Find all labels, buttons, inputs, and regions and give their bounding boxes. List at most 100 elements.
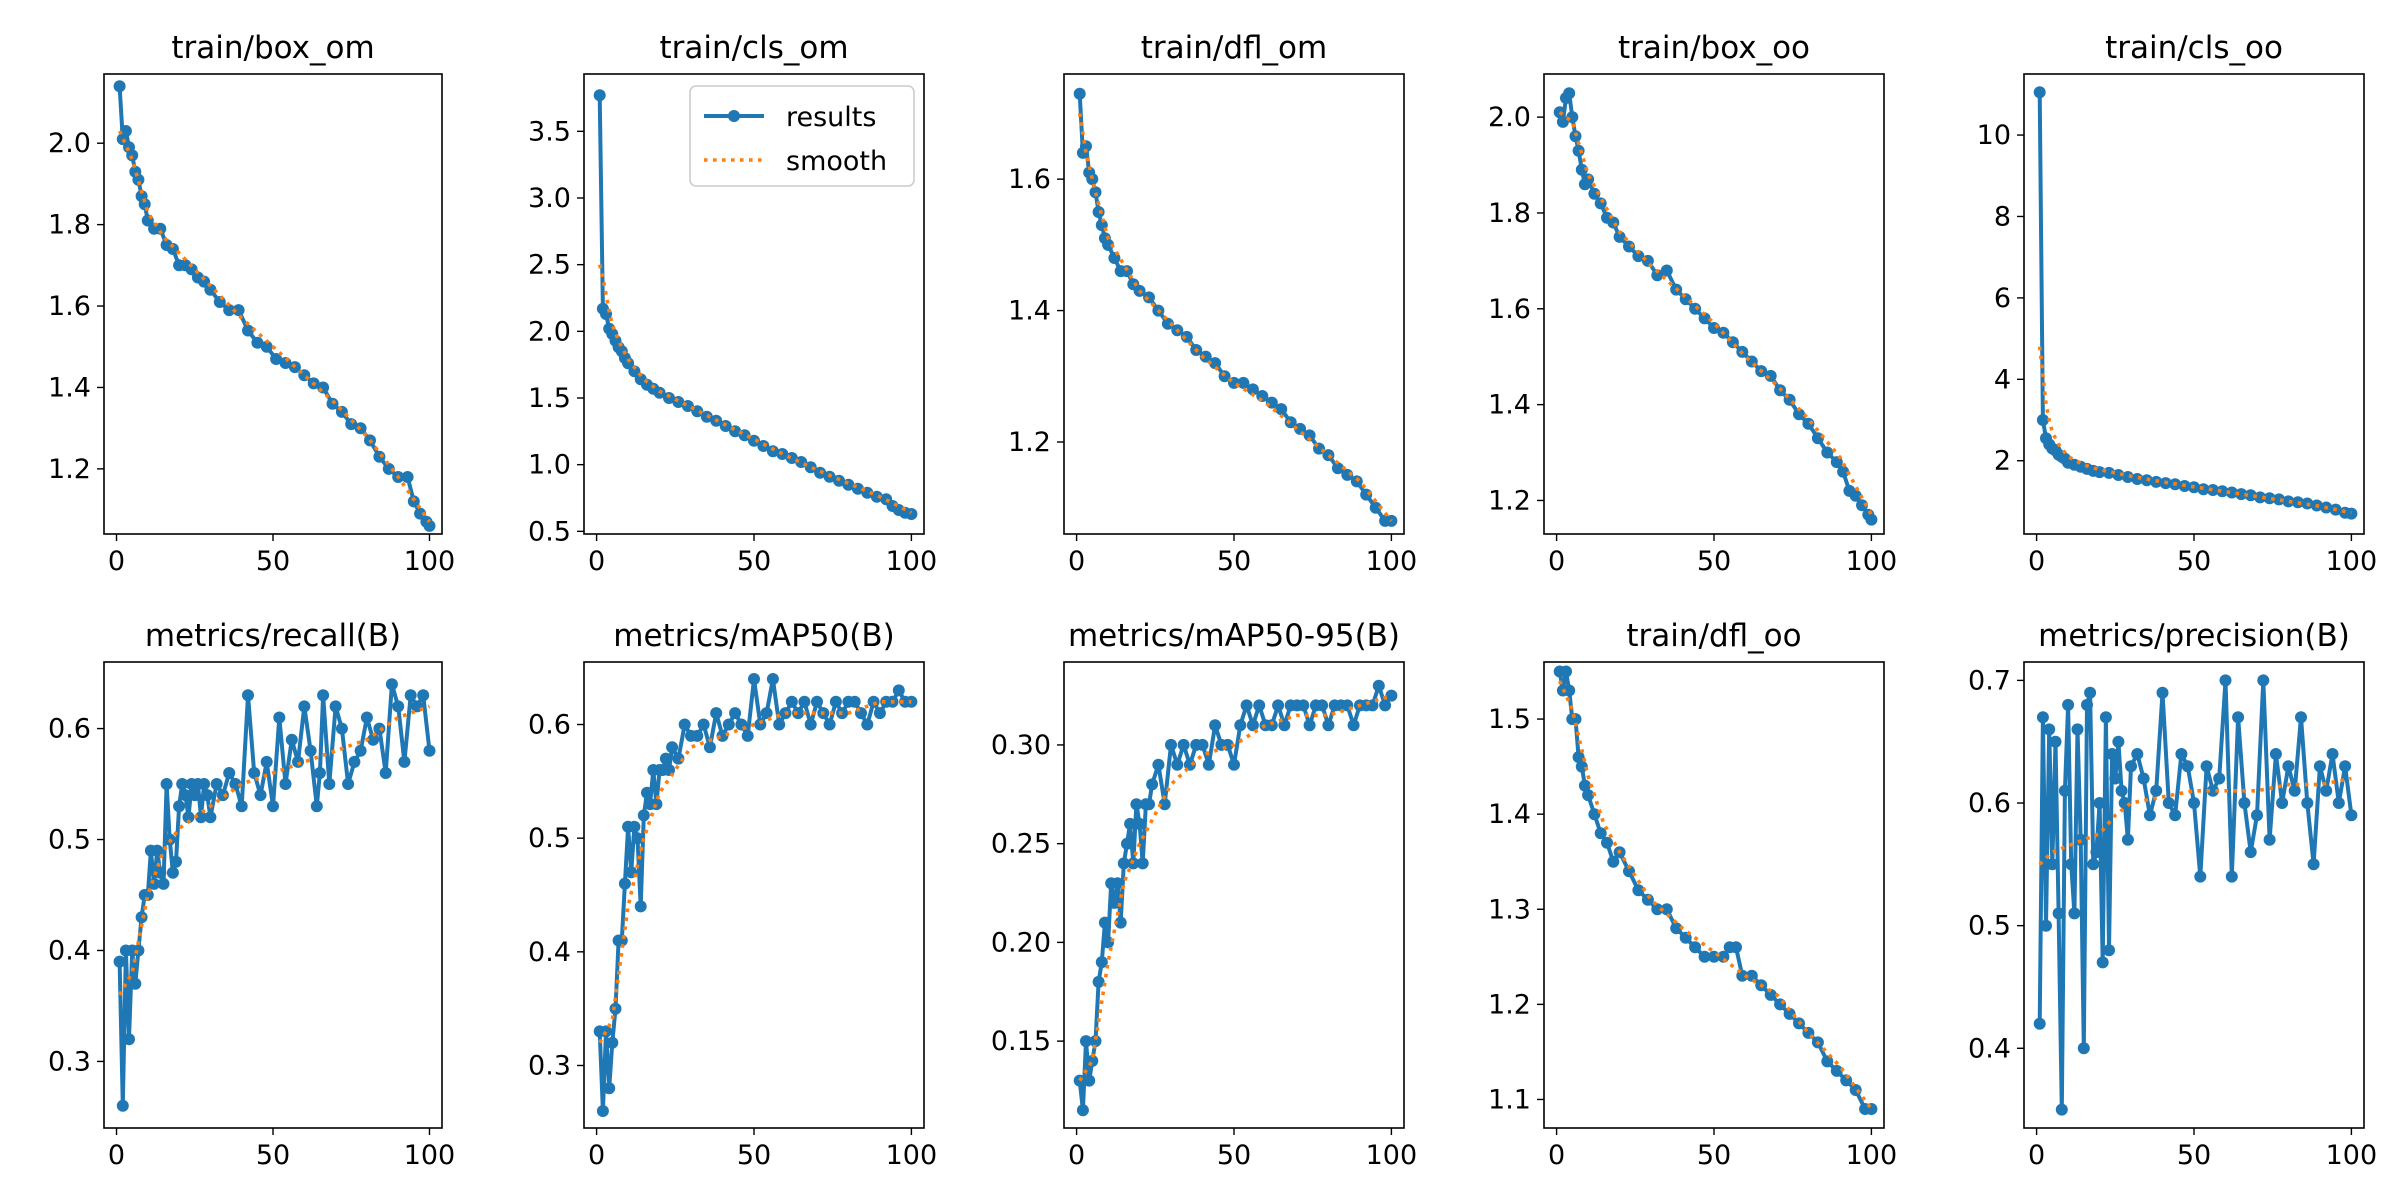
data-point: [1730, 941, 1742, 954]
data-point: [285, 733, 298, 746]
x-tick-label: 0: [1068, 546, 1085, 577]
y-tick-label: 1.2: [1488, 989, 1531, 1020]
data-point: [1582, 789, 1595, 802]
data-point: [1297, 699, 1310, 712]
data-point: [1560, 665, 1572, 678]
data-point: [892, 684, 905, 697]
data-point: [317, 381, 330, 394]
data-point: [1556, 115, 1569, 128]
y-tick-label: 1.0: [528, 450, 571, 481]
subplot-title: metrics/recall(B): [145, 618, 401, 654]
data-point: [634, 900, 647, 913]
data-point: [2257, 674, 2270, 687]
data-point: [1821, 446, 1834, 459]
data-point: [310, 800, 323, 813]
data-point: [710, 707, 723, 720]
data-point: [1347, 719, 1360, 732]
data-point: [2326, 748, 2339, 760]
data-point: [2036, 711, 2049, 724]
subplot-6: metrics/recall(B) 0 50 100 0.3 0.4 0.5 0.6: [48, 618, 455, 1171]
y-tick-label: 1.5: [1488, 704, 1531, 735]
data-point: [385, 678, 398, 691]
data-point: [323, 778, 336, 790]
data-point: [154, 866, 167, 879]
data-point: [1218, 370, 1231, 383]
data-point: [182, 811, 195, 824]
data-point: [1856, 499, 1868, 512]
y-tick-label: 1.4: [48, 372, 91, 403]
data-point: [2125, 760, 2137, 773]
data-point: [1177, 738, 1190, 751]
data-point: [2055, 1103, 2068, 1116]
data-point: [1130, 798, 1143, 811]
legend-box: [689, 85, 915, 187]
data-point: [1275, 403, 1288, 416]
data-point: [223, 767, 236, 779]
data-point: [1698, 312, 1711, 325]
subplot-title: metrics/precision(B): [2038, 618, 2350, 654]
data-point: [2200, 760, 2213, 773]
data-point: [1837, 465, 1850, 478]
data-point: [1322, 719, 1335, 732]
x-tick-label: 100: [1366, 1140, 1418, 1171]
y-tick-label: 8: [1994, 201, 2011, 232]
data-point: [2049, 735, 2062, 748]
data-point: [2106, 748, 2119, 760]
data-point: [672, 752, 685, 765]
series-group: [593, 673, 918, 1117]
data-point: [254, 789, 267, 802]
data-point: [766, 673, 779, 685]
data-point: [2150, 784, 2163, 797]
data-point: [1572, 144, 1585, 157]
data-point: [185, 263, 198, 276]
data-point: [2288, 784, 2301, 797]
x-tick-label: 100: [2326, 546, 2378, 577]
data-point: [1764, 988, 1777, 1001]
data-point: [873, 707, 886, 720]
subplot-4: train/box_oo 0 50 100 1.2 1.4 1.6 1.8 2.0: [1488, 30, 1897, 577]
x-tick-label: 100: [2326, 1140, 2378, 1171]
data-point: [1158, 798, 1171, 811]
data-point: [157, 877, 170, 890]
data-point: [1171, 758, 1184, 771]
legend-label-smooth: smooth: [786, 146, 887, 177]
data-point: [2084, 686, 2097, 699]
y-tick-label: 1.4: [1488, 799, 1531, 830]
data-point: [179, 789, 192, 802]
y-tick-label: 1.6: [1008, 164, 1051, 195]
data-point: [267, 800, 279, 813]
data-point: [2099, 711, 2112, 724]
data-point: [242, 689, 254, 702]
data-point: [119, 125, 132, 137]
y-tick-label: 0.30: [991, 730, 1051, 761]
data-point: [1284, 416, 1297, 429]
series-line-smooth: [2038, 776, 2352, 866]
legend-label-results: results: [786, 102, 876, 133]
data-point: [260, 755, 273, 768]
data-point: [792, 707, 805, 720]
data-point: [1303, 429, 1316, 442]
data-point: [251, 336, 264, 349]
data-point: [317, 689, 330, 702]
x-tick-label: 100: [404, 546, 456, 577]
data-point: [176, 778, 189, 790]
data-point: [1253, 699, 1266, 712]
data-point: [2093, 797, 2106, 809]
y-tick-label: 2.5: [528, 250, 571, 281]
data-point: [1578, 779, 1591, 792]
data-point: [754, 718, 767, 731]
data-point: [1331, 462, 1344, 475]
y-tick-label: 0.3: [48, 1046, 91, 1077]
data-point: [2232, 711, 2245, 724]
data-point: [173, 800, 186, 813]
data-point: [1117, 857, 1130, 870]
y-tick-label: 1.1: [1488, 1084, 1531, 1115]
data-point: [2121, 471, 2134, 483]
y-tick-label: 2: [1994, 446, 2011, 477]
data-point: [697, 718, 710, 731]
data-point: [1092, 975, 1105, 988]
series-line-smooth: [118, 704, 431, 996]
data-point: [1379, 699, 1392, 712]
data-point: [1080, 1035, 1092, 1048]
x-tick-label: 50: [737, 546, 771, 577]
